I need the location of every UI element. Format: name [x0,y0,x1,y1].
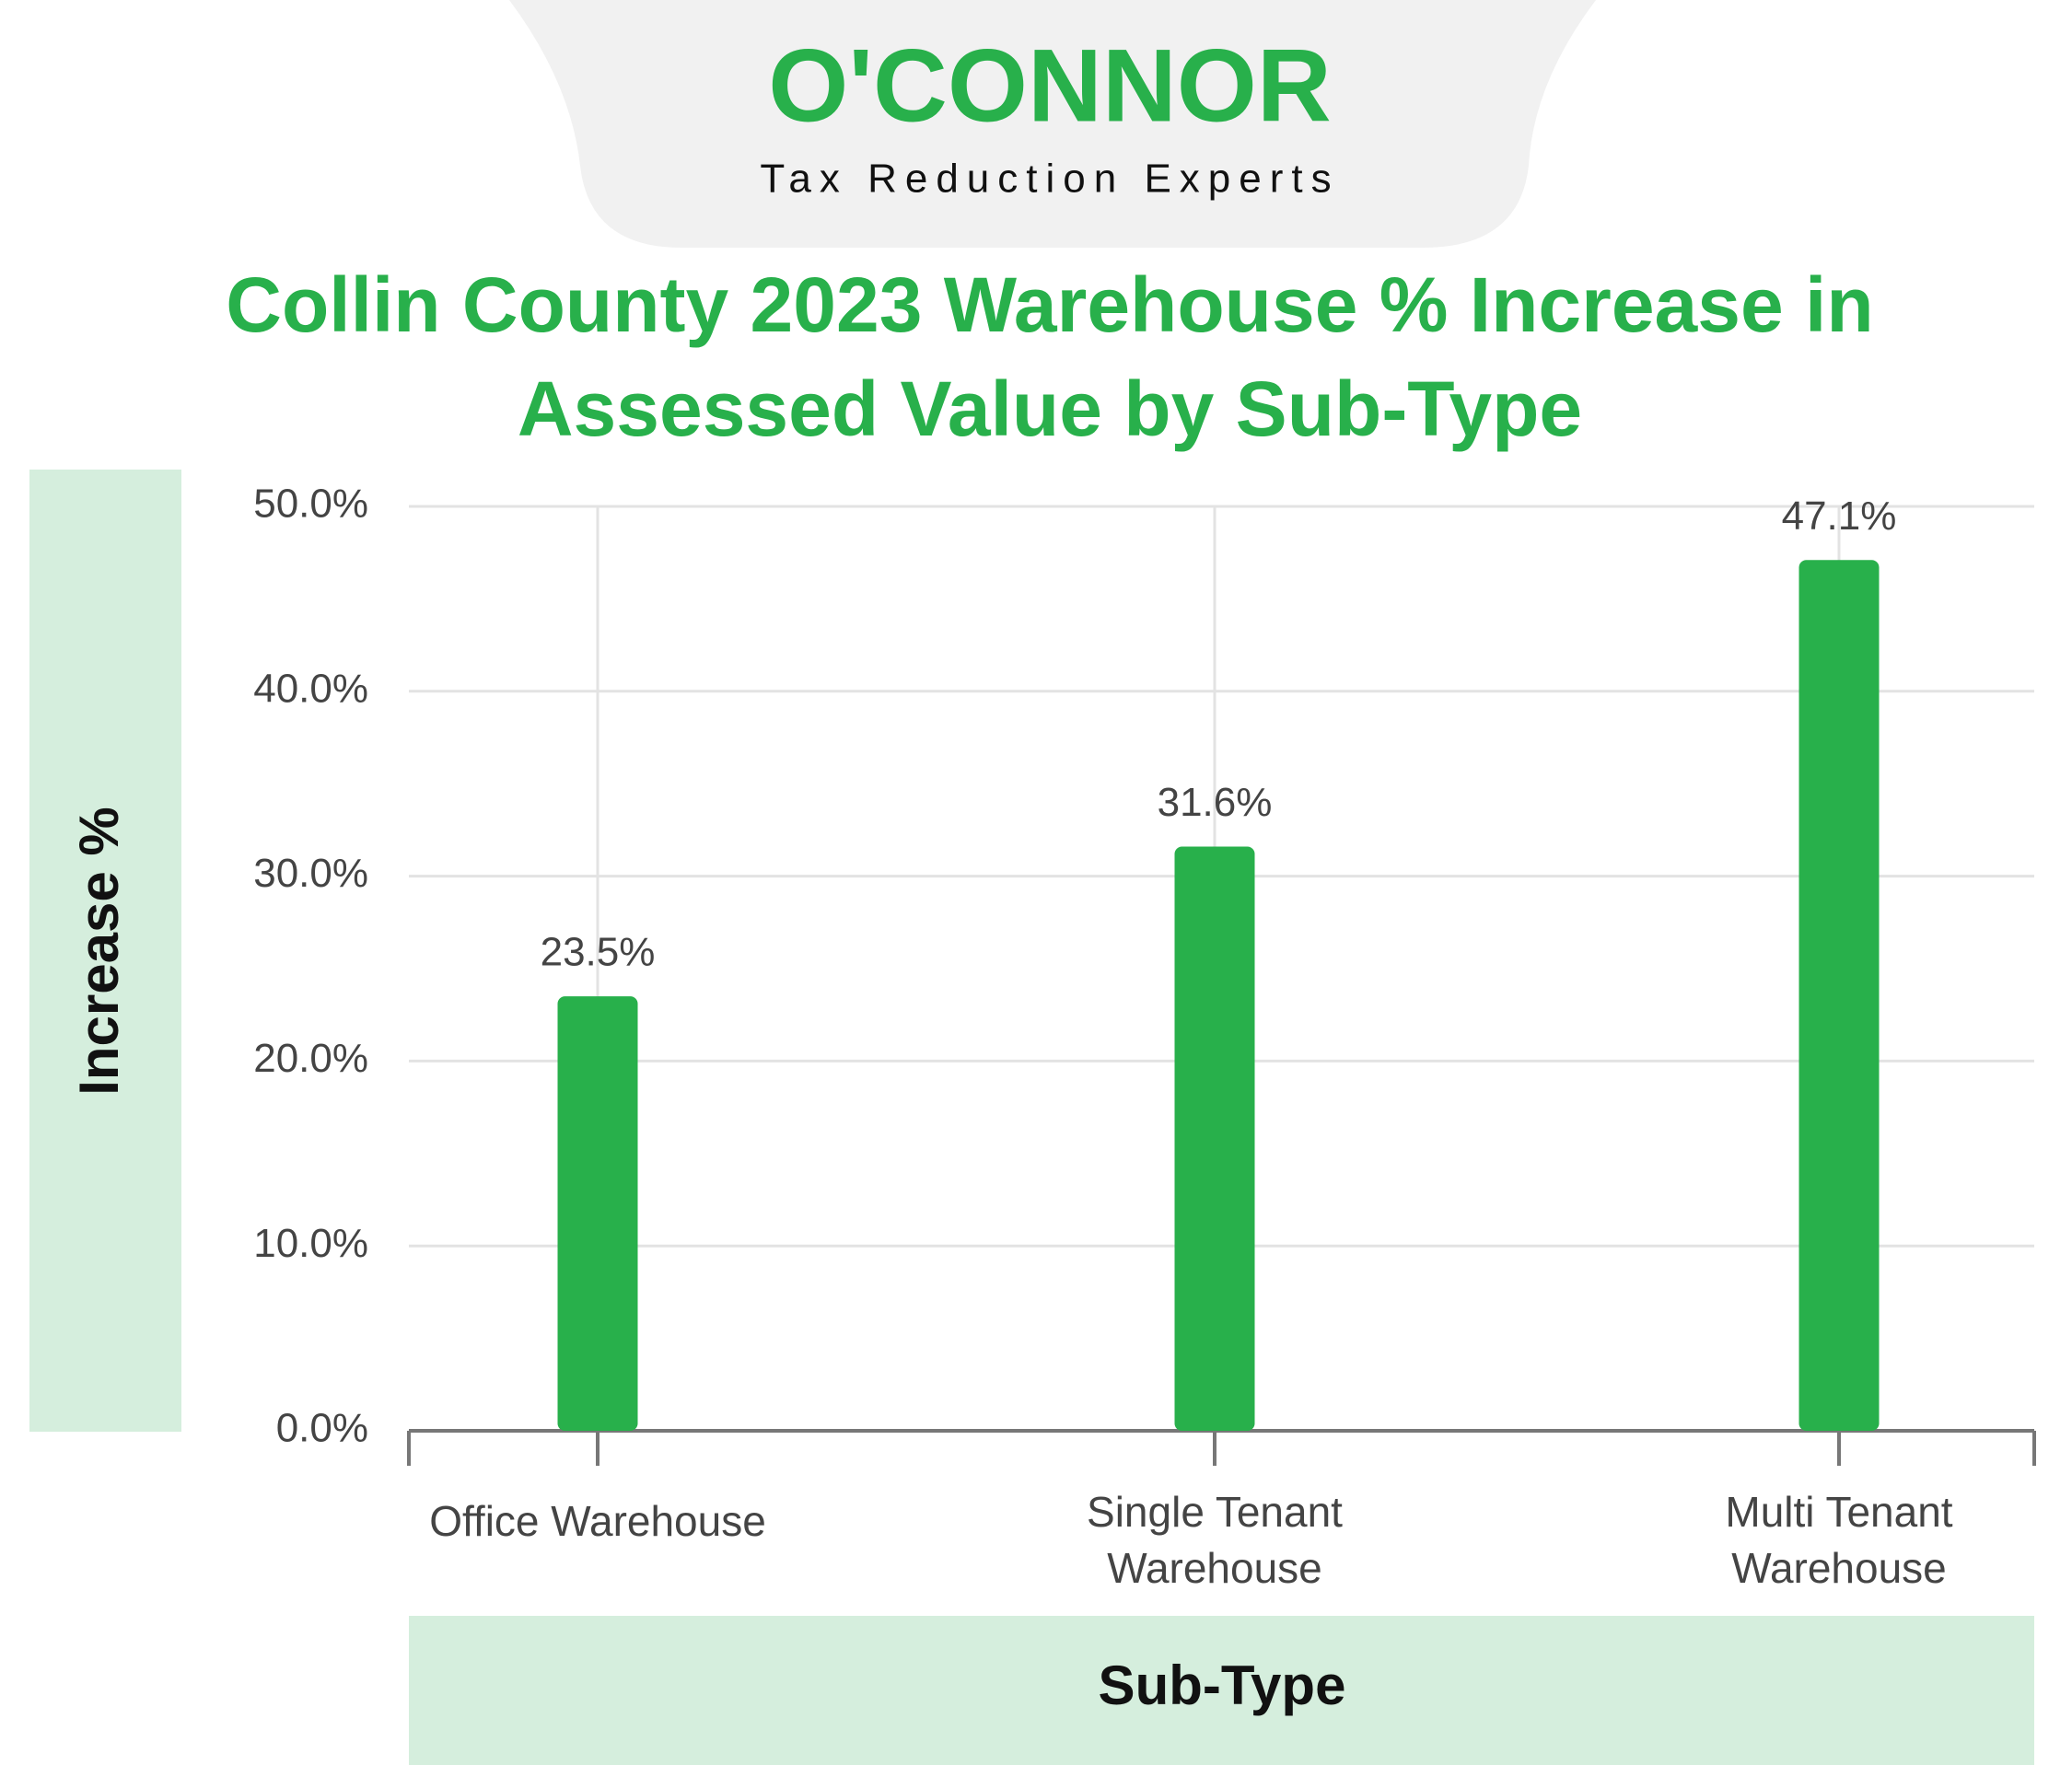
y-axis-label: Increase % [68,807,130,1096]
x-tick-label: Single Tenant Warehouse [1087,1488,1343,1592]
y-tick-label: 20.0% [253,1036,368,1081]
logo-name: O'CONNOR [768,29,1332,144]
x-axis-label: Sub-Type [1099,1655,1346,1716]
chart-title: Collin County 2023 Warehouse % Increase … [226,261,1873,452]
bar [1798,560,1880,1431]
value-label: 31.6% [1158,780,1273,825]
y-tick-label: 10.0% [253,1221,368,1266]
x-tick-label: Office Warehouse [429,1497,766,1545]
bar [1174,846,1255,1431]
x-label-box [409,1616,2034,1765]
y-label-box [29,470,181,1432]
y-tick-label: 40.0% [253,666,368,711]
logo-background [509,0,1596,248]
value-label: 23.5% [541,930,656,975]
value-label: 47.1% [1782,494,1897,539]
logo-tagline: Tax Reduction Experts [760,157,1339,202]
bar [557,996,638,1431]
x-tick-label: Multi Tenant Warehouse [1725,1488,1952,1592]
y-tick-label: 50.0% [253,482,368,527]
y-tick-label: 0.0% [276,1406,368,1451]
y-tick-label: 30.0% [253,851,368,896]
